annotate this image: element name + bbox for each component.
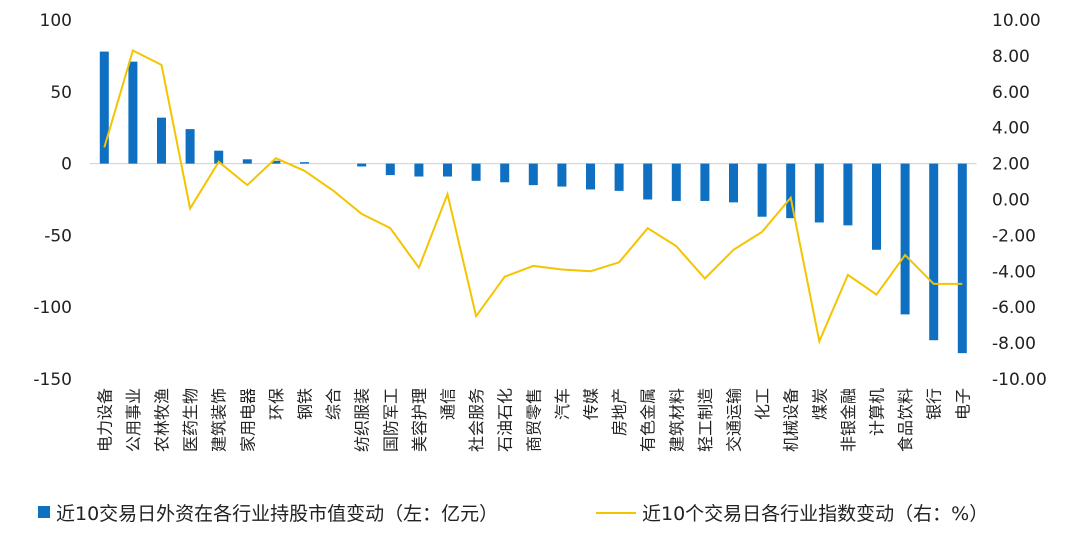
category-label: 计算机 [868, 388, 887, 436]
bar [900, 163, 910, 315]
bar [500, 163, 510, 183]
category-label: 电子 [953, 388, 972, 420]
category-label: 商贸零售 [524, 388, 543, 452]
right-tick-label: 8.00 [992, 47, 1030, 67]
bar [586, 163, 595, 190]
bar [843, 163, 853, 226]
category-label: 建筑装饰 [210, 388, 229, 452]
bar [700, 163, 710, 201]
category-label: 化工 [753, 388, 772, 420]
category-label: 煤炭 [810, 388, 829, 420]
category-label: 有色金属 [639, 388, 658, 452]
category-label: 汽车 [553, 388, 572, 420]
right-tick-label: -8.00 [992, 334, 1036, 354]
category-label: 通信 [439, 388, 458, 420]
bar [757, 163, 767, 217]
category-label: 房地产 [610, 388, 629, 436]
left-tick-label: -150 [33, 370, 72, 390]
bar [99, 51, 109, 164]
left-axis-ticks: 100 50 0 -50 -100 -150 [33, 11, 72, 390]
right-tick-label: -4.00 [992, 262, 1036, 282]
category-label: 社会服务 [467, 388, 486, 452]
right-tick-label: 6.00 [992, 83, 1030, 103]
bar [128, 61, 138, 164]
legend-bar-swatch [38, 506, 50, 518]
category-label: 非银金融 [839, 388, 858, 452]
category-label: 食品饮料 [896, 388, 915, 452]
bar [300, 162, 309, 164]
bar [814, 163, 824, 223]
left-tick-label: -50 [44, 226, 72, 246]
right-axis-ticks: 10.00 8.00 6.00 4.00 2.00 0.00 -2.00 -4.00 -6.00… [992, 11, 1047, 390]
bar [385, 163, 395, 176]
bar [929, 163, 939, 341]
category-label: 美容护理 [410, 388, 429, 452]
category-label: 公用事业 [124, 388, 143, 452]
category-label: 综合 [324, 388, 343, 420]
right-tick-label: 2.00 [992, 155, 1030, 175]
category-label: 农林牧渔 [153, 388, 172, 452]
bar [157, 117, 166, 164]
left-tick-label: 50 [50, 83, 72, 103]
bar [643, 163, 653, 200]
bar-series [99, 51, 967, 354]
bar [471, 163, 481, 181]
right-tick-label: 4.00 [992, 119, 1030, 139]
category-label: 环保 [267, 388, 286, 420]
category-labels: 电力设备 公用事业 农林牧渔 医药生物 建筑装饰 家用电器 环保 钢铁 综合 纺织服装 国防军工 美容… [95, 388, 972, 452]
right-tick-label: 10.00 [992, 11, 1041, 31]
bar [957, 163, 967, 354]
legend: 近10交易日外资在各行业持股市值变动（左：亿元） 近10个交易日各行业指数变动（… [38, 503, 988, 525]
left-tick-label: 100 [40, 11, 72, 31]
category-label: 银行 [925, 388, 944, 420]
bar [271, 160, 281, 164]
line-series [103, 49, 963, 345]
category-label: 电力设备 [95, 388, 114, 452]
category-label: 国防军工 [381, 388, 400, 452]
bar [528, 163, 538, 186]
bar [872, 163, 881, 250]
bar [414, 163, 424, 177]
bar [357, 163, 367, 167]
right-tick-label: 0.00 [992, 191, 1030, 211]
bar [242, 159, 252, 164]
bar [614, 163, 624, 191]
bar [443, 163, 452, 177]
bar [557, 163, 567, 187]
category-label: 建筑材料 [667, 388, 686, 452]
category-label: 机械设备 [782, 388, 801, 452]
category-label: 传媒 [582, 388, 601, 420]
bar [786, 163, 796, 219]
right-tick-label: -2.00 [992, 226, 1036, 246]
left-tick-label: -100 [33, 298, 72, 318]
bar [671, 163, 681, 201]
category-label: 钢铁 [296, 388, 315, 420]
category-label: 家用电器 [238, 388, 257, 452]
right-tick-label: -10.00 [992, 370, 1047, 390]
category-label: 医药生物 [181, 388, 200, 452]
category-label: 交通运输 [725, 388, 744, 452]
left-tick-label: 0 [61, 155, 72, 175]
bar [185, 129, 195, 164]
category-label: 轻工制造 [696, 388, 715, 452]
bar [214, 150, 224, 164]
right-tick-label: -6.00 [992, 298, 1036, 318]
bar [729, 163, 738, 203]
category-label: 纺织服装 [353, 388, 372, 452]
category-label: 石油石化 [496, 388, 515, 452]
legend-line-label: 近10个交易日各行业指数变动（右：%） [642, 503, 988, 525]
legend-bar-label: 近10交易日外资在各行业持股市值变动（左：亿元） [56, 503, 498, 525]
